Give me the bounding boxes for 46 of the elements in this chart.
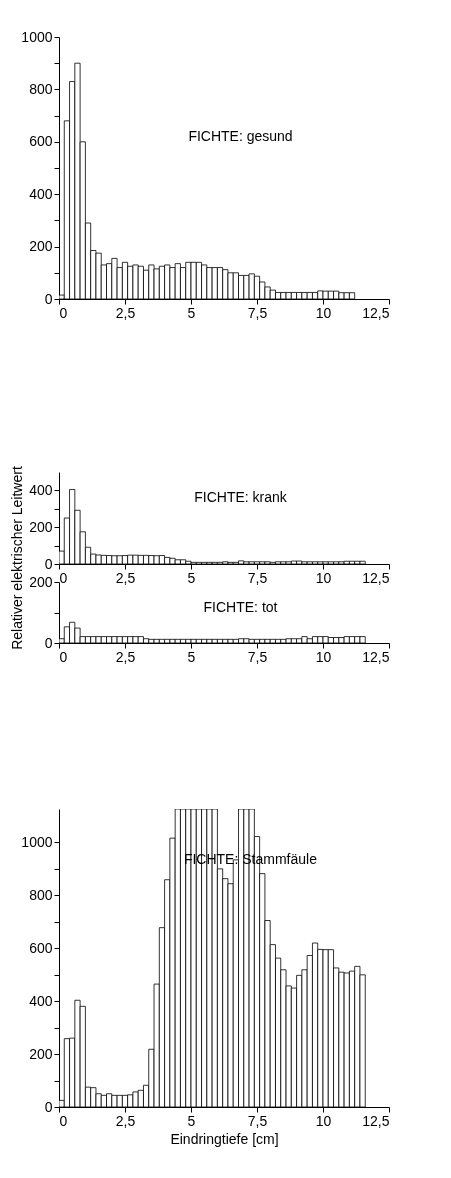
x-tick-label: 7,5: [247, 648, 268, 665]
text: FICHTE: gesund: [188, 127, 293, 144]
x-tick-label: 7,5: [247, 1112, 268, 1129]
x-tick-label: 7,5: [247, 304, 268, 321]
y-tick-label: 600: [29, 133, 53, 150]
x-tick-label: 5: [187, 304, 196, 321]
y-tick-label: 200: [29, 238, 53, 255]
x-tick-label: 5: [187, 1112, 196, 1129]
y-tick-label: 200: [29, 1045, 53, 1062]
text: FICHTE: tot: [203, 598, 278, 615]
x-tick-label: 10: [315, 304, 332, 321]
y-tick-label: 400: [29, 481, 53, 498]
x-tick-label: 0: [59, 304, 68, 321]
y-tick-label: 800: [29, 80, 53, 97]
x-tick-label: 2,5: [115, 304, 136, 321]
y-tick-label: 200: [29, 518, 53, 535]
text: FICHTE: krank: [194, 488, 288, 505]
y-tick-label: 200: [29, 573, 53, 590]
y-axis-title: Relativer elektrischer Leitwert: [9, 466, 26, 650]
y-tick-label: 0: [44, 290, 53, 307]
x-axis-title: Eindringtiefe [cm]: [170, 1130, 279, 1147]
y-tick-label: 400: [29, 185, 53, 202]
x-tick-label: 5: [187, 648, 196, 665]
x-tick-label: 2,5: [115, 648, 136, 665]
y-tick-label: 1000: [21, 28, 53, 45]
x-tick-label: 2,5: [115, 569, 136, 586]
x-tick-label: 2,5: [115, 1112, 136, 1129]
y-tick-label: 0: [44, 1098, 53, 1115]
x-tick-label: 12,5: [362, 304, 390, 321]
x-tick-label: 12,5: [362, 648, 390, 665]
x-tick-label: 10: [315, 648, 332, 665]
y-tick-label: 0: [44, 634, 53, 651]
x-tick-label: 5: [187, 569, 196, 586]
x-tick-label: 0: [59, 569, 68, 586]
y-tick-label: 600: [29, 939, 53, 956]
x-tick-label: 12,5: [362, 1112, 390, 1129]
y-tick-label: 1000: [21, 833, 53, 850]
x-tick-label: 0: [59, 648, 68, 665]
x-tick-label: 10: [315, 1112, 332, 1129]
y-tick-label: 0: [44, 555, 53, 572]
x-tick-label: 10: [315, 569, 332, 586]
x-tick-label: 7,5: [247, 569, 268, 586]
x-tick-label: 0: [59, 1112, 68, 1129]
x-tick-label: 12,5: [362, 569, 390, 586]
y-tick-label: 400: [29, 992, 53, 1009]
y-tick-label: 800: [29, 886, 53, 903]
